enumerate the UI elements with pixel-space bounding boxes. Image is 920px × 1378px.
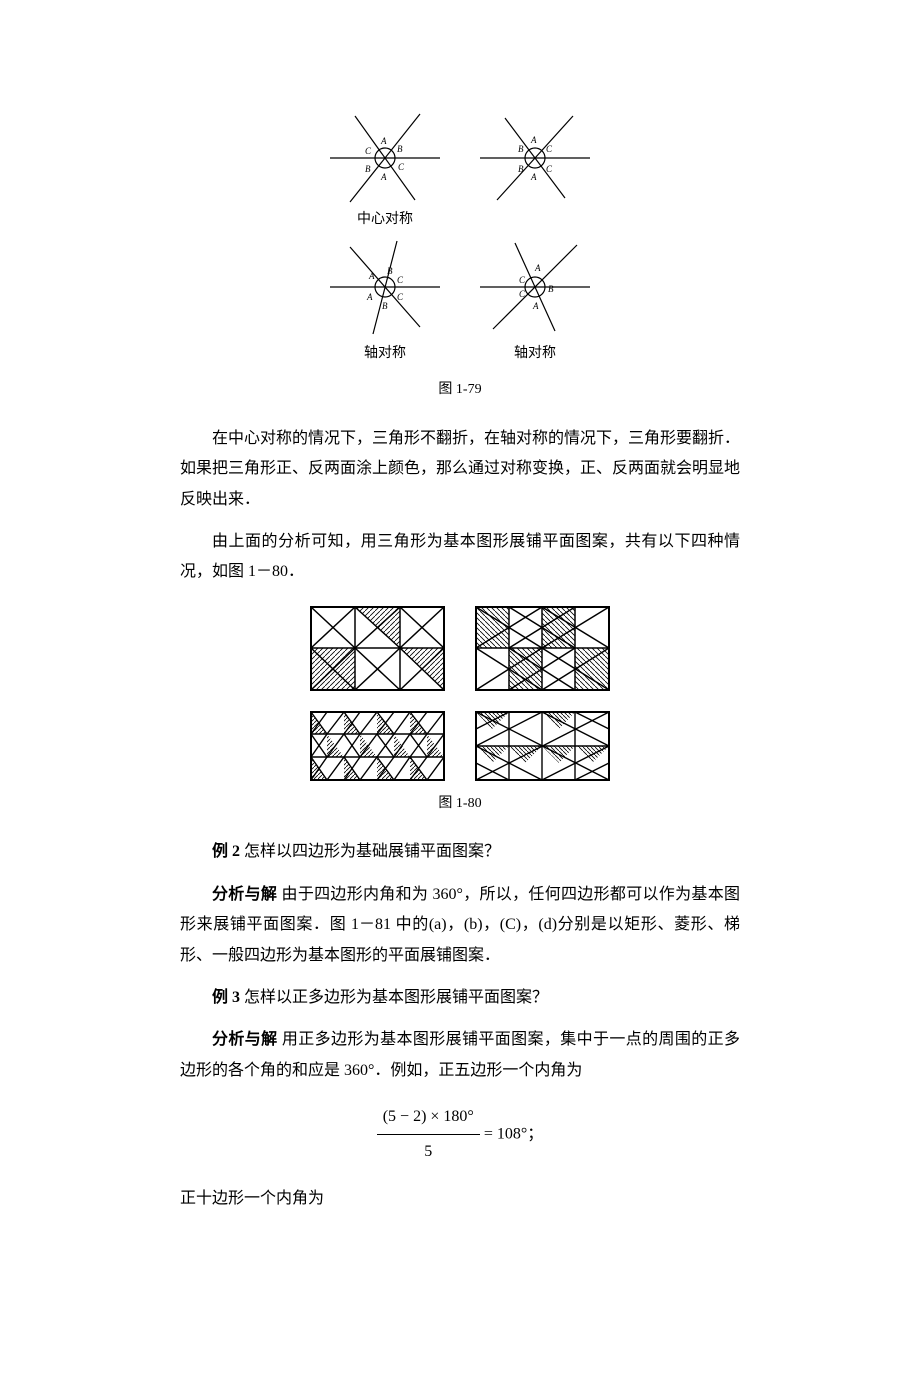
figure-1-80: 图 1-80: [180, 600, 740, 818]
fraction-denominator: 5: [377, 1135, 480, 1167]
caption-axis-symmetry-2: 轴对称: [475, 341, 595, 368]
label-B3t: B: [387, 266, 393, 276]
label-C-bot: C: [398, 162, 405, 172]
label-C-top: C: [365, 146, 372, 156]
caption-axis-symmetry-1: 轴对称: [325, 341, 445, 368]
tiling-pattern-a: [310, 606, 445, 691]
example-3-label: 例 3: [212, 989, 240, 1006]
symmetry-diagram-axis-bl: A B C C A B 轴对称: [325, 239, 445, 368]
example-2: 例 2 怎样以四边形为基础展铺平面图案？: [180, 837, 740, 867]
analysis-2-label: 分析与解: [212, 886, 277, 903]
symmetry-diagram-center: A B C A B C 中心对称: [325, 110, 445, 234]
caption-center-symmetry: 中心对称: [325, 207, 445, 234]
label-C4l: C: [519, 275, 526, 285]
figure-1-79: A B C A B C 中心对称 B C B C: [180, 110, 740, 404]
label-A3b: A: [366, 292, 373, 302]
label-B-top: B: [397, 144, 403, 154]
paragraph-decagon: 正十边形一个内角为: [180, 1184, 740, 1214]
label-C-r: C: [546, 144, 553, 154]
paragraph-2: 由上面的分析可知，用三角形为基本图形展铺平面图案，共有以下四种情况，如图 1－8…: [180, 527, 740, 588]
fraction: (5 − 2) × 180° 5: [377, 1102, 480, 1168]
analysis-2: 分析与解 由于四边形内角和为 360°，所以，任何四边形都可以作为基本图形来展铺…: [180, 880, 740, 971]
tiling-pattern-c: [310, 711, 445, 781]
analysis-3-label: 分析与解: [212, 1031, 278, 1048]
analysis-3: 分析与解 用正多边形为基本图形展铺平面图案，集中于一点的周围的正多边形的各个角的…: [180, 1025, 740, 1086]
formula-pentagon-angle: (5 − 2) × 180° 5 = 108°；: [180, 1102, 740, 1168]
tiling-pattern-b: [475, 606, 610, 691]
tiling-grid: [310, 606, 610, 781]
symmetry-svg-4: A C B C A: [475, 239, 595, 339]
label-C3b: C: [397, 292, 404, 302]
example-3-text: 怎样以正多边形为基本图形展铺平面图案？: [244, 989, 548, 1006]
symmetry-diagram-axis-br: A C B C A 轴对称: [475, 239, 595, 368]
label-B-l: B: [518, 144, 524, 154]
tiling-pattern-d: [475, 711, 610, 781]
figure-1-80-caption: 图 1-80: [180, 791, 740, 818]
label-C3: C: [397, 275, 404, 285]
label-A-top: A: [380, 136, 387, 146]
example-2-text: 怎样以四边形为基础展铺平面图案？: [244, 843, 500, 860]
label-B-bot: B: [365, 164, 371, 174]
figure-1-79-row-bottom: A B C C A B 轴对称 A C B C: [180, 239, 740, 368]
label-A4: A: [534, 263, 541, 273]
label-A3: A: [368, 271, 375, 281]
figure-1-79-caption: 图 1-79: [180, 377, 740, 404]
example-2-label: 例 2: [212, 843, 240, 860]
label-A4b: A: [532, 301, 539, 311]
example-3: 例 3 怎样以正多边形为基本图形展铺平面图案？: [180, 983, 740, 1013]
formula-rhs: = 108°；: [484, 1126, 543, 1143]
symmetry-svg-1: A B C A B C: [325, 110, 445, 205]
label-B-bl: B: [518, 164, 524, 174]
symmetry-svg-2: B C B C A A: [475, 110, 595, 205]
symmetry-diagram-axis-tr: B C B C A A: [475, 110, 595, 234]
figure-1-79-row-top: A B C A B C 中心对称 B C B C: [180, 110, 740, 234]
label-A-bot: A: [380, 172, 387, 182]
label-A-b2: A: [530, 172, 537, 182]
label-C4bl: C: [519, 289, 526, 299]
label-B3b: B: [382, 301, 388, 311]
fraction-numerator: (5 − 2) × 180°: [377, 1102, 480, 1135]
label-C-br: C: [546, 164, 553, 174]
label-A-t2: A: [530, 135, 537, 145]
label-B4: B: [548, 284, 554, 294]
paragraph-1: 在中心对称的情况下，三角形不翻折，在轴对称的情况下，三角形要翻折．如果把三角形正…: [180, 424, 740, 515]
symmetry-svg-3: A B C C A B: [325, 239, 445, 339]
